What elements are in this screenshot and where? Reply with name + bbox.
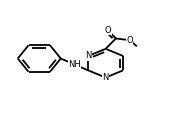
Text: O: O xyxy=(105,26,111,35)
Text: N: N xyxy=(102,73,109,82)
Text: NH: NH xyxy=(68,60,81,69)
Text: N: N xyxy=(85,51,91,61)
Text: O: O xyxy=(126,36,133,45)
